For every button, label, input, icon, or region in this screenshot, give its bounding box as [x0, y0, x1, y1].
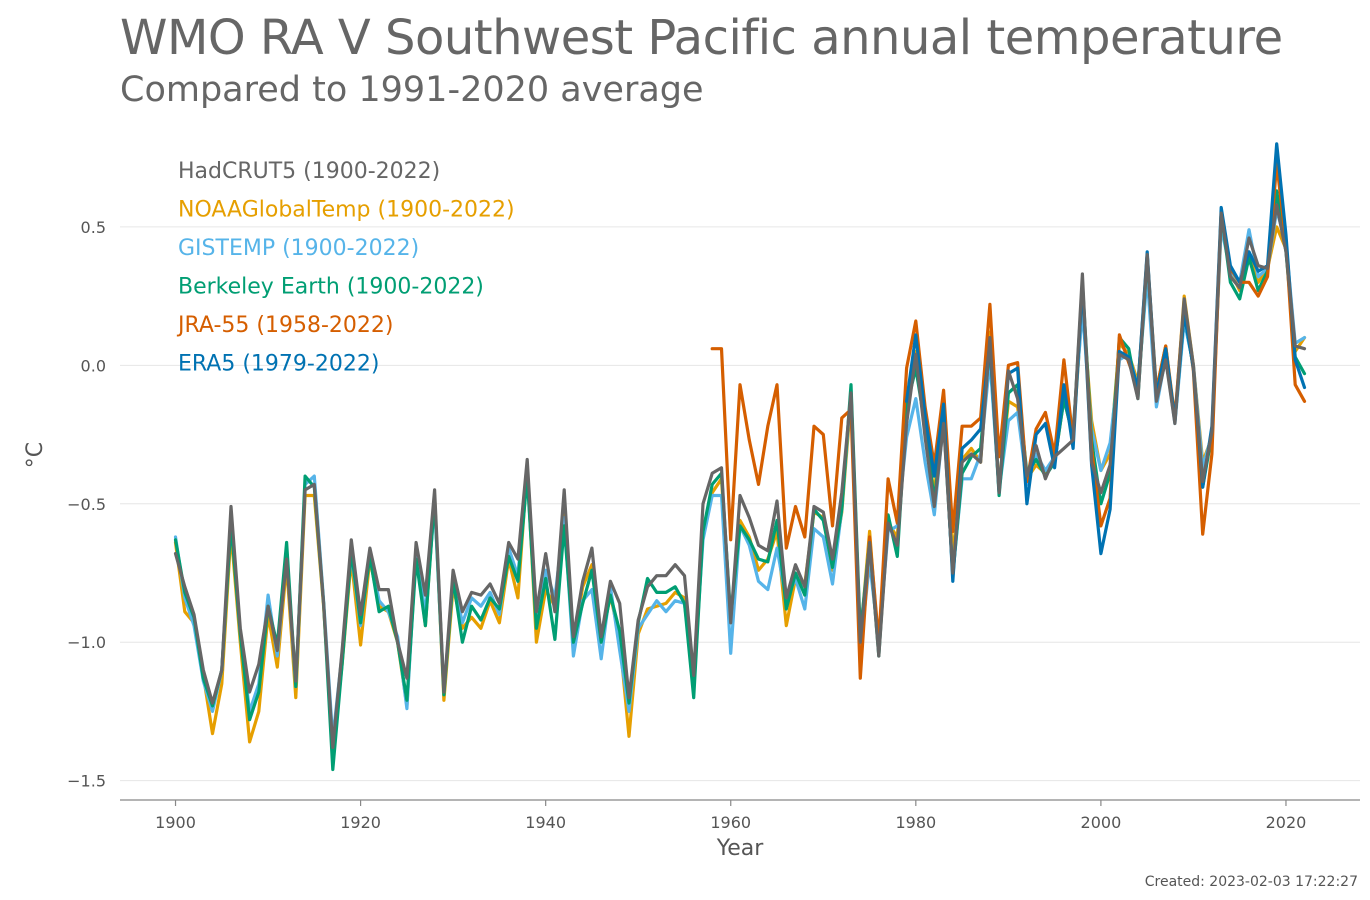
series-lines — [173, 142, 1307, 772]
x-tick-label: 2000 — [1081, 813, 1122, 832]
legend-entry: GISTEMP (1900-2022) — [178, 236, 419, 261]
created-timestamp: Created: 2023-02-03 17:22:27 — [1144, 874, 1358, 890]
y-tick-label: −1.0 — [67, 633, 106, 652]
series-line-4 — [904, 142, 1307, 583]
legend-entry: ERA5 (1979-2022) — [178, 352, 379, 377]
legend-entry: JRA-55 (1958-2022) — [176, 313, 393, 338]
x-tick-label: 1940 — [525, 813, 566, 832]
y-tick-label: −0.5 — [67, 495, 106, 514]
y-tick-label: 0.0 — [81, 356, 106, 375]
x-tick-label: 1920 — [340, 813, 381, 832]
x-tick-label: 2020 — [1266, 813, 1307, 832]
series-line-5 — [173, 203, 1307, 750]
chart-subtitle: Compared to 1991-2020 average — [120, 70, 704, 110]
chart-title: WMO RA V Southwest Pacific annual temper… — [120, 10, 1283, 66]
legend-entry: NOAAGlobalTemp (1900-2022) — [178, 198, 515, 223]
y-tick-label: 0.5 — [81, 218, 106, 237]
x-tick-label: 1980 — [895, 813, 936, 832]
y-axis-ticks: −1.5 −1.0 −0.5 0.0 0.5 — [67, 218, 106, 791]
legend-entry: HadCRUT5 (1900-2022) — [178, 159, 440, 184]
x-axis-label: Year — [716, 836, 765, 861]
legend: HadCRUT5 (1900-2022) NOAAGlobalTemp (1900… — [176, 159, 515, 377]
y-tick-label: −1.5 — [67, 772, 106, 791]
x-axis: 1900 1920 1940 1960 1980 2000 2020 — [120, 799, 1360, 832]
legend-entry: Berkeley Earth (1900-2022) — [178, 275, 484, 300]
series-line-3 — [710, 161, 1307, 680]
series-line-0 — [173, 219, 1307, 755]
x-tick-label: 1900 — [155, 813, 196, 832]
y-axis-label: °C — [23, 442, 48, 468]
x-tick-label: 1960 — [710, 813, 751, 832]
